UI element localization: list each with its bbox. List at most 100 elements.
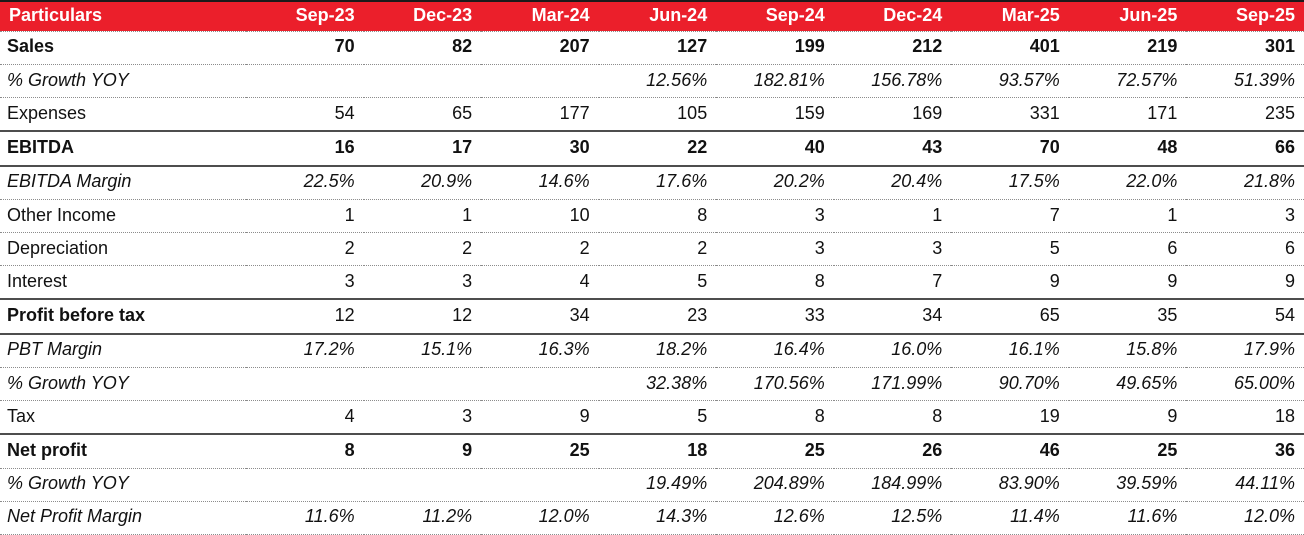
cell-value: 1 [833, 199, 952, 234]
cell-value: 8 [598, 199, 717, 234]
cell-value: 51.39% [1186, 64, 1304, 99]
cell-value: 1 [1068, 199, 1187, 234]
row-label: Depreciation [0, 232, 247, 267]
cell-value: 12.0% [1186, 501, 1304, 535]
cell-value: 11.6% [246, 501, 364, 535]
cell-value: 18 [598, 434, 717, 469]
cell-value: 1 [246, 199, 364, 234]
cell-value: 3 [363, 265, 482, 301]
table-row: Expenses 54 65 177 105 159 169 331 171 235 [0, 97, 1304, 133]
cell-value [481, 367, 599, 402]
cell-value: 36 [1186, 434, 1304, 469]
cell-value: 16 [246, 131, 364, 167]
cell-value: 7 [951, 199, 1069, 234]
cell-value: 49.65% [1068, 367, 1187, 402]
cell-value: 54 [246, 97, 364, 133]
table-row: % Growth YOY 19.49% 204.89% 184.99% 83.90% 39… [0, 468, 1304, 502]
cell-value: 6 [1186, 232, 1304, 267]
cell-value: 207 [481, 31, 599, 65]
cell-value: 14.6% [481, 165, 599, 200]
column-header-sep-25: Sep-25 [1186, 1, 1304, 32]
column-header-sep-23: Sep-23 [246, 1, 364, 32]
cell-value: 21.8% [1186, 165, 1304, 200]
cell-value: 15.8% [1068, 333, 1187, 368]
cell-value: 2 [598, 232, 717, 267]
cell-value: 34 [833, 299, 952, 335]
cell-value: 25 [481, 434, 599, 469]
cell-value: 7 [833, 265, 952, 301]
cell-value [246, 64, 364, 99]
column-header-mar-24: Mar-24 [481, 1, 599, 32]
cell-value: 401 [951, 31, 1069, 65]
cell-value: 17.6% [598, 165, 717, 200]
cell-value: 235 [1186, 97, 1304, 133]
cell-value: 35 [1068, 299, 1187, 335]
cell-value: 82 [363, 31, 482, 65]
cell-value: 9 [1068, 265, 1187, 301]
cell-value: 16.3% [481, 333, 599, 368]
cell-value [246, 367, 364, 402]
cell-value: 33 [716, 299, 834, 335]
row-label: EBITDA Margin [0, 165, 247, 200]
cell-value: 8 [716, 400, 834, 436]
cell-value: 3 [1186, 199, 1304, 234]
cell-value: 3 [246, 265, 364, 301]
cell-value: 4 [246, 400, 364, 436]
cell-value: 199 [716, 31, 834, 65]
cell-value: 11.6% [1068, 501, 1187, 535]
cell-value: 90.70% [951, 367, 1069, 402]
cell-value: 14.3% [598, 501, 717, 535]
cell-value: 9 [481, 400, 599, 436]
row-label: Profit before tax [0, 299, 247, 335]
cell-value: 2 [481, 232, 599, 267]
cell-value: 1 [363, 199, 482, 234]
table-row: EBITDA 16 17 30 22 40 43 70 48 66 [0, 131, 1304, 167]
cell-value: 8 [716, 265, 834, 301]
cell-value: 17 [363, 131, 482, 167]
cell-value: 11.2% [363, 501, 482, 535]
cell-value: 12.5% [833, 501, 952, 535]
cell-value: 170.56% [716, 367, 834, 402]
header-row: Particulars Sep-23 Dec-23 Mar-24 Jun-24 … [0, 1, 1304, 32]
cell-value [363, 468, 482, 502]
cell-value: 301 [1186, 31, 1304, 65]
cell-value: 20.9% [363, 165, 482, 200]
cell-value: 331 [951, 97, 1069, 133]
cell-value: 22.0% [1068, 165, 1187, 200]
row-label: PBT Margin [0, 333, 247, 368]
cell-value: 184.99% [833, 468, 952, 502]
cell-value: 30 [481, 131, 599, 167]
cell-value: 9 [1186, 265, 1304, 301]
column-header-jun-25: Jun-25 [1068, 1, 1187, 32]
cell-value: 18 [1186, 400, 1304, 436]
cell-value: 19.49% [598, 468, 717, 502]
cell-value: 22.5% [246, 165, 364, 200]
cell-value: 54 [1186, 299, 1304, 335]
cell-value: 17.5% [951, 165, 1069, 200]
row-label: % Growth YOY [0, 468, 247, 502]
cell-value: 39.59% [1068, 468, 1187, 502]
cell-value: 17.2% [246, 333, 364, 368]
row-label: Interest [0, 265, 247, 301]
cell-value: 65.00% [1186, 367, 1304, 402]
cell-value: 66 [1186, 131, 1304, 167]
cell-value: 219 [1068, 31, 1187, 65]
cell-value: 23 [598, 299, 717, 335]
row-label: EBITDA [0, 131, 247, 167]
cell-value: 3 [716, 232, 834, 267]
cell-value: 65 [363, 97, 482, 133]
cell-value [481, 468, 599, 502]
row-label: % Growth YOY [0, 367, 247, 402]
table-row: Tax 4 3 9 5 8 8 19 9 18 [0, 400, 1304, 436]
table-row: Depreciation 2 2 2 2 3 3 5 6 6 [0, 232, 1304, 267]
column-header-dec-24: Dec-24 [833, 1, 952, 32]
cell-value: 156.78% [833, 64, 952, 99]
cell-value: 171.99% [833, 367, 952, 402]
row-label: % Growth YOY [0, 64, 247, 99]
cell-value: 70 [951, 131, 1069, 167]
cell-value: 105 [598, 97, 717, 133]
cell-value: 177 [481, 97, 599, 133]
cell-value: 12 [363, 299, 482, 335]
cell-value: 9 [1068, 400, 1187, 436]
